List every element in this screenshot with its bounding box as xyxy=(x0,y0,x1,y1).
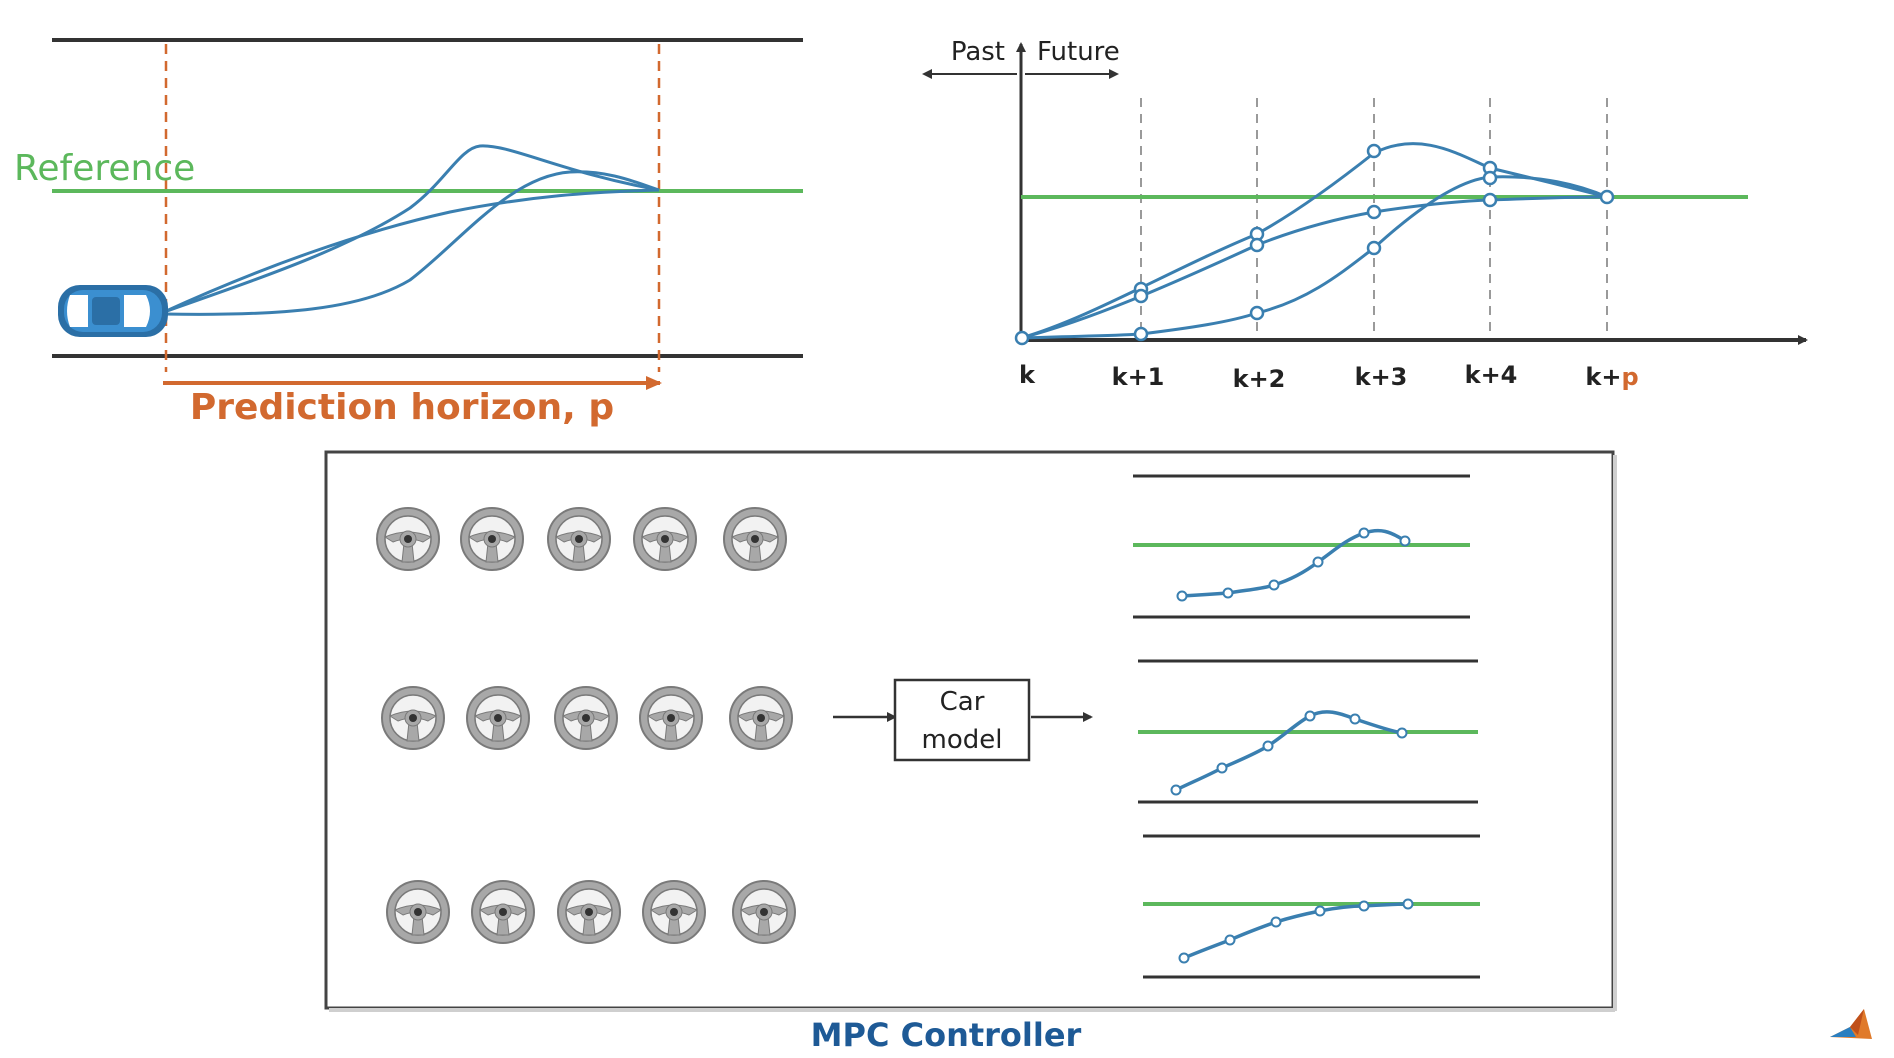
sample-point xyxy=(1482,170,1498,186)
trajectory-delayed xyxy=(163,170,660,316)
time-sample-points xyxy=(1014,143,1615,346)
road-panel: Reference Prediction horizon, p xyxy=(14,38,803,428)
sample-point xyxy=(1014,330,1030,346)
car-model-line2: model xyxy=(922,725,1003,755)
predicted-path-1 xyxy=(1133,474,1470,619)
steering-wheel-icon xyxy=(471,880,535,944)
steering-wheel-icon xyxy=(376,507,440,571)
sample-point xyxy=(1482,192,1498,208)
steering-wheel-icon xyxy=(729,686,793,750)
sample-point xyxy=(1249,237,1265,253)
trajectory-overshoot xyxy=(163,144,660,314)
steering-wheel-icon xyxy=(557,880,621,944)
tick-label-k: k xyxy=(1019,361,1036,389)
steering-wheel-icon xyxy=(639,686,703,750)
matlab-logo-icon xyxy=(1830,1009,1872,1039)
sample-point xyxy=(1366,143,1382,159)
future-label: Future xyxy=(1037,37,1120,67)
mpc-controller-box: Car model xyxy=(324,450,1617,1012)
sample-point xyxy=(1133,326,1149,342)
controller-title: MPC Controller xyxy=(811,1016,1082,1054)
sample-point xyxy=(1249,305,1265,321)
tick-label-k3: k+3 xyxy=(1355,363,1408,391)
tick-label-k4: k+4 xyxy=(1465,361,1518,389)
car-model-block xyxy=(893,678,1031,762)
time-trajectory-smooth xyxy=(1020,195,1608,340)
sample-point xyxy=(1366,204,1382,220)
sample-point xyxy=(1133,288,1149,304)
past-label: Past xyxy=(951,37,1005,67)
trajectory-smooth xyxy=(163,188,660,314)
tick-label-k2: k+2 xyxy=(1233,365,1286,393)
sample-point xyxy=(1599,189,1615,205)
steering-wheel-icon xyxy=(381,686,445,750)
car-model-line1: Car xyxy=(940,687,985,717)
steering-wheel-icon xyxy=(547,507,611,571)
predicted-path-2 xyxy=(1138,659,1478,804)
predicted-path-3 xyxy=(1143,834,1480,979)
tick-label-k1: k+1 xyxy=(1112,363,1165,391)
horizon-label: Prediction horizon, p xyxy=(190,387,614,428)
time-panel: Past Future xyxy=(922,37,1808,393)
time-trajectory-delayed xyxy=(1020,175,1608,340)
car-icon xyxy=(58,285,168,337)
steering-wheel-icon xyxy=(386,880,450,944)
steering-wheel-icon xyxy=(732,880,796,944)
steering-wheel-icon xyxy=(554,686,618,750)
steering-wheel-icon xyxy=(723,507,787,571)
sample-point xyxy=(1366,240,1382,256)
steering-wheel-icon xyxy=(642,880,706,944)
steering-wheel-icon xyxy=(466,686,530,750)
steering-wheel-icon xyxy=(633,507,697,571)
tick-label-kp: k+p xyxy=(1585,363,1638,391)
time-tick-labels: k k+1 k+2 k+3 k+4 k+p xyxy=(1019,361,1639,393)
steering-wheel-icon xyxy=(460,507,524,571)
reference-label: Reference xyxy=(14,148,195,189)
